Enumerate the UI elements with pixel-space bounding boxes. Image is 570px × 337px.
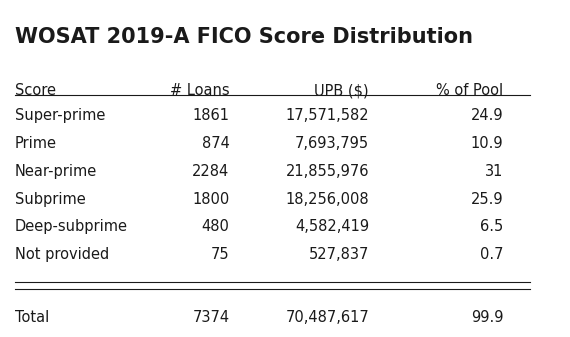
Text: 75: 75 <box>211 247 230 263</box>
Text: 17,571,582: 17,571,582 <box>286 108 369 123</box>
Text: 2284: 2284 <box>192 163 230 179</box>
Text: Not provided: Not provided <box>15 247 109 263</box>
Text: 25.9: 25.9 <box>471 191 503 207</box>
Text: 0.7: 0.7 <box>480 247 503 263</box>
Text: Prime: Prime <box>15 135 57 151</box>
Text: 18,256,008: 18,256,008 <box>286 191 369 207</box>
Text: WOSAT 2019-A FICO Score Distribution: WOSAT 2019-A FICO Score Distribution <box>15 27 473 47</box>
Text: 1800: 1800 <box>192 191 230 207</box>
Text: Super-prime: Super-prime <box>15 108 105 123</box>
Text: % of Pool: % of Pool <box>436 83 503 98</box>
Text: Score: Score <box>15 83 56 98</box>
Text: 31: 31 <box>485 163 503 179</box>
Text: 70,487,617: 70,487,617 <box>286 310 369 326</box>
Text: Near-prime: Near-prime <box>15 163 97 179</box>
Text: 874: 874 <box>202 135 230 151</box>
Text: 24.9: 24.9 <box>471 108 503 123</box>
Text: 7,693,795: 7,693,795 <box>295 135 369 151</box>
Text: Total: Total <box>15 310 49 326</box>
Text: 4,582,419: 4,582,419 <box>295 219 369 235</box>
Text: Deep-subprime: Deep-subprime <box>15 219 128 235</box>
Text: Subprime: Subprime <box>15 191 85 207</box>
Text: 527,837: 527,837 <box>309 247 369 263</box>
Text: 10.9: 10.9 <box>471 135 503 151</box>
Text: 7374: 7374 <box>193 310 230 326</box>
Text: UPB ($): UPB ($) <box>315 83 369 98</box>
Text: 6.5: 6.5 <box>480 219 503 235</box>
Text: # Loans: # Loans <box>170 83 230 98</box>
Text: 1861: 1861 <box>193 108 230 123</box>
Text: 21,855,976: 21,855,976 <box>286 163 369 179</box>
Text: 480: 480 <box>202 219 230 235</box>
Text: 99.9: 99.9 <box>471 310 503 326</box>
